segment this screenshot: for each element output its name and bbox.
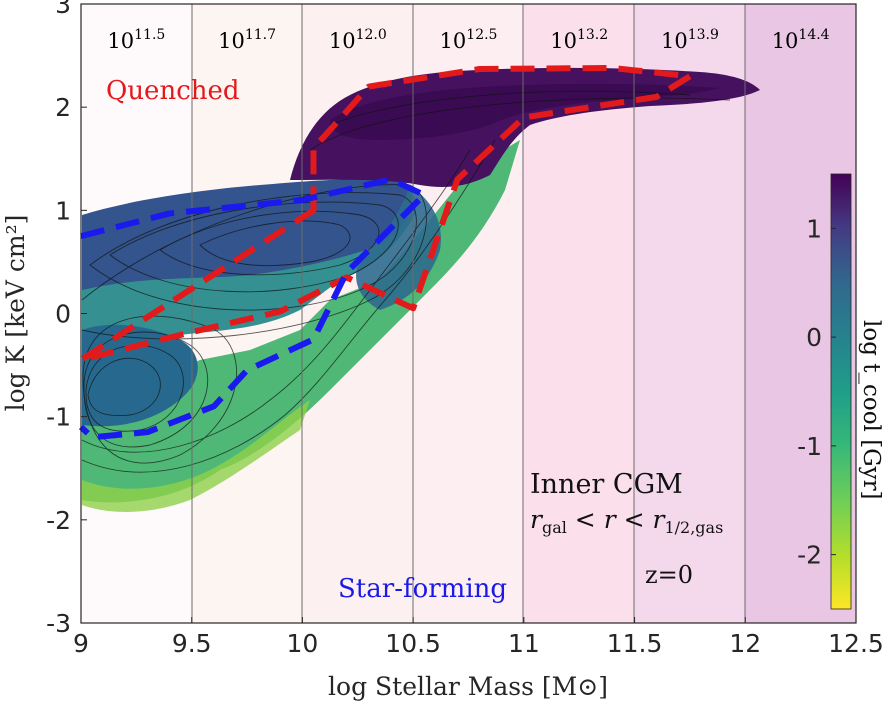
halo-mass-label: 1011.7 xyxy=(218,27,276,53)
x-tick-label: 12 xyxy=(729,629,761,658)
contour-12 xyxy=(329,90,691,126)
quenched-label: Quenched xyxy=(106,76,240,106)
redshift-label: z=0 xyxy=(645,561,693,589)
x-axis-ticks: 9 9.5 10 10.5 11 11.5 12 12.5 xyxy=(73,617,884,658)
region-outlines xyxy=(78,64,693,441)
contour-5 xyxy=(199,220,351,267)
halo-mass-exponent: 12.5 xyxy=(466,27,497,43)
y-tick-label: 3 xyxy=(55,0,71,19)
halo-mass-exponent: 13.2 xyxy=(577,27,608,43)
halo-mass-exponent: 11.5 xyxy=(134,27,165,43)
contour-13 xyxy=(309,97,731,151)
star-forming-contour-line xyxy=(78,176,428,441)
region-r-half: r xyxy=(653,505,667,534)
halo-mass-exponent: 14.4 xyxy=(798,27,829,43)
colorbar-tick-label: -2 xyxy=(797,541,822,570)
heatmap-upper-band xyxy=(82,179,414,290)
contour-9 xyxy=(81,184,427,340)
contour-8 xyxy=(89,192,417,311)
halo-mass-exponent: 13.9 xyxy=(688,27,719,43)
halo-mass-base: 10 xyxy=(772,29,799,53)
halo-mass-base: 10 xyxy=(440,29,467,53)
contour-10 xyxy=(81,149,471,453)
halo-mass-exponent: 12.0 xyxy=(356,27,387,43)
halo-mass-label: 1012.0 xyxy=(329,27,387,53)
colorbar-tick-label: -1 xyxy=(797,432,822,461)
halo-mass-label: 1014.4 xyxy=(772,27,830,53)
halo-mass-label: 1011.5 xyxy=(107,27,165,53)
halo-mass-label: 1012.5 xyxy=(440,27,498,53)
halo-mass-base: 10 xyxy=(661,29,688,53)
region-r-mid: r xyxy=(604,505,618,534)
bin-boundaries xyxy=(191,4,746,623)
colorbar: 1 0 -1 -2 log t_cool [Gyr] xyxy=(797,173,884,610)
colorbar-tick-label: 1 xyxy=(806,214,822,243)
y-tick-label: 1 xyxy=(55,196,71,225)
contours xyxy=(81,90,731,473)
region-rhalf-sub: 1/2,gas xyxy=(664,518,723,537)
x-tick-label: 10.5 xyxy=(385,629,441,658)
y-tick-label: -2 xyxy=(46,506,71,535)
contour-2 xyxy=(85,344,184,432)
halo-mass-label: 1013.2 xyxy=(550,27,608,53)
halo-mass-base: 10 xyxy=(107,29,134,53)
region-gal-sub: gal xyxy=(542,518,567,537)
contour-1 xyxy=(87,357,161,417)
region-lt-2: < xyxy=(616,505,653,534)
x-tick-label: 9.5 xyxy=(172,629,212,658)
band-6 xyxy=(634,4,745,623)
star-forming-label: Star-forming xyxy=(338,574,507,604)
region-r-gal: r xyxy=(530,505,544,534)
region-definition: rgal < r < r1/2,gas xyxy=(530,505,723,537)
halo-mass-label: 1013.9 xyxy=(661,27,719,53)
halo-mass-exponent: 11.7 xyxy=(245,27,276,43)
y-tick-label: -3 xyxy=(46,609,71,638)
x-tick-label: 9 xyxy=(73,629,89,658)
quenched-contour-line xyxy=(78,64,693,363)
contour-11 xyxy=(81,139,496,473)
x-tick-label: 11 xyxy=(508,629,540,658)
halo-mass-base: 10 xyxy=(329,29,356,53)
colorbar-gradient xyxy=(830,173,852,610)
heatmap-low-edge xyxy=(82,400,310,512)
y-tick-label: 2 xyxy=(55,93,71,122)
colorbar-label: log t_cool [Gyr] xyxy=(858,320,884,500)
colorbar-tick-label: 0 xyxy=(806,323,822,352)
region-title: Inner CGM xyxy=(530,469,683,500)
y-tick-label: -1 xyxy=(46,403,71,432)
x-tick-label: 11.5 xyxy=(607,629,663,658)
x-axis-label: log Stellar Mass [M⊙] xyxy=(328,672,608,701)
x-tick-label: 10 xyxy=(287,629,319,658)
y-axis-label: log K [keV cm²] xyxy=(1,215,30,412)
halo-mass-labels: 1011.5 1011.7 1012.0 1012.5 1013.2 1013.9 1014… xyxy=(107,27,829,53)
contour-7 xyxy=(109,201,399,293)
y-tick-label: 0 xyxy=(55,300,71,329)
heatmap-transition xyxy=(356,185,441,310)
contour-6 xyxy=(159,210,380,276)
x-tick-label: 12.5 xyxy=(828,629,884,658)
halo-mass-base: 10 xyxy=(218,29,245,53)
region-lt-1: < xyxy=(567,505,604,534)
y-axis-ticks: 3 2 1 0 -1 -2 -3 xyxy=(46,0,87,638)
halo-mass-base: 10 xyxy=(550,29,577,53)
colorbar-ticks: 1 0 -1 -2 xyxy=(797,214,836,570)
